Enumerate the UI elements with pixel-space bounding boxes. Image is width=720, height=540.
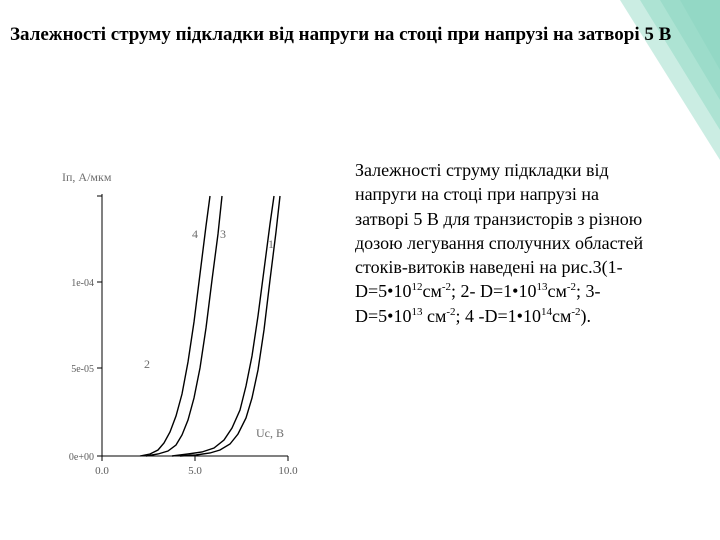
sup-m2-3: -2 — [446, 306, 455, 318]
text-end: ). — [581, 306, 592, 326]
svg-text:0e+00: 0e+00 — [69, 452, 94, 463]
sup-m2-1: -2 — [442, 281, 451, 293]
svg-text:10.0: 10.0 — [278, 465, 298, 477]
unit-4: см — [552, 306, 571, 326]
svg-text:5.0: 5.0 — [188, 465, 202, 477]
sup-m2-2: -2 — [567, 281, 576, 293]
svg-text:2: 2 — [144, 357, 150, 371]
sup-m2-4: -2 — [571, 306, 580, 318]
unit-2: см — [547, 281, 566, 301]
text-4: ; 4 -D=1•10 — [456, 306, 541, 326]
svg-text:5e-05: 5e-05 — [71, 364, 94, 375]
svg-text:1: 1 — [268, 237, 274, 251]
x-axis-label: Uс, В — [256, 426, 284, 441]
sup-12: 12 — [411, 281, 422, 293]
unit-3: см — [427, 306, 446, 326]
chart-container: Іп, А/мкм 0.05.010.00e+005e-051e-041234 … — [60, 170, 300, 485]
svg-text:4: 4 — [192, 227, 198, 241]
y-axis-label: Іп, А/мкм — [62, 170, 111, 185]
sup-14: 14 — [541, 306, 552, 318]
svg-text:0.0: 0.0 — [95, 465, 109, 477]
sup-13b: 13 — [411, 306, 422, 318]
unit-1: см — [422, 281, 441, 301]
svg-text:1e-04: 1e-04 — [71, 278, 94, 289]
page-title: Залежності струму підкладки від напруги … — [10, 24, 710, 46]
text-2: ; 2- D=1•10 — [451, 281, 536, 301]
sup-13a: 13 — [536, 281, 547, 293]
description-text: Залежності струму підкладки від напруги … — [355, 158, 655, 328]
svg-text:3: 3 — [220, 227, 226, 241]
